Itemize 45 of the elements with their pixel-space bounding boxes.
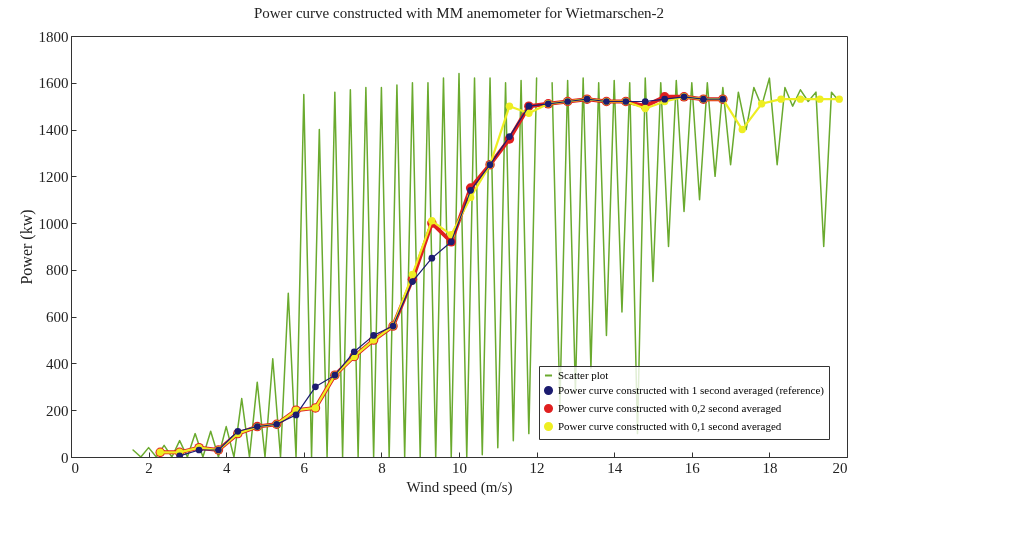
y-axis-title: Power (kw) [17,209,36,285]
point [757,100,766,108]
legend-label: Power curve constructed with 0,1 second averaged [558,419,782,432]
x-tick-label: 6 [300,459,309,476]
chart-title: Power curve constructed with MM anemometer for Wietmarschen-2 [253,5,665,21]
y-tick-label: 1800 [38,28,69,45]
x-tick-label: 20 [832,459,848,476]
x-tick-label: 8 [378,459,386,476]
y-tick-label: 1000 [38,215,69,232]
point [292,411,300,419]
point [641,98,649,105]
point [505,102,514,110]
x-tick-label: 4 [222,459,231,476]
x-tick-label: 14 [607,459,623,476]
point [428,254,436,262]
point [409,278,416,285]
point [777,95,785,103]
y-tick-label: 400 [46,355,69,372]
y-tick-label: 200 [46,402,69,419]
point [312,383,319,391]
y-tick-label: 600 [46,309,69,326]
legend-label: Scatter plot [558,368,609,381]
x-tick-label: 18 [762,459,778,476]
point [176,452,183,457]
y-tick-label: 800 [46,262,69,279]
legend-label: Power curve constructed with 1 second averaged (reference) [558,383,825,397]
point [835,95,843,103]
y-tick-label: 1400 [38,122,69,139]
x-axis-title: Wind speed (m/s) [406,478,513,496]
point [350,348,358,356]
x-tick-label: 2 [145,459,153,476]
point [370,332,377,339]
point [796,95,805,103]
point [816,95,824,103]
x-tick-label: 10 [452,459,467,476]
y-tick-label: 1200 [38,168,69,185]
x-tick-label: 12 [529,459,545,476]
legend-label: Power curve constructed with 0,2 second averaged [558,401,782,414]
x-tick-label: 16 [684,459,701,476]
point [506,133,513,140]
y-tick-label: 1600 [38,75,69,92]
point [738,125,746,134]
point [467,187,474,194]
point [408,270,417,279]
point [525,109,533,117]
